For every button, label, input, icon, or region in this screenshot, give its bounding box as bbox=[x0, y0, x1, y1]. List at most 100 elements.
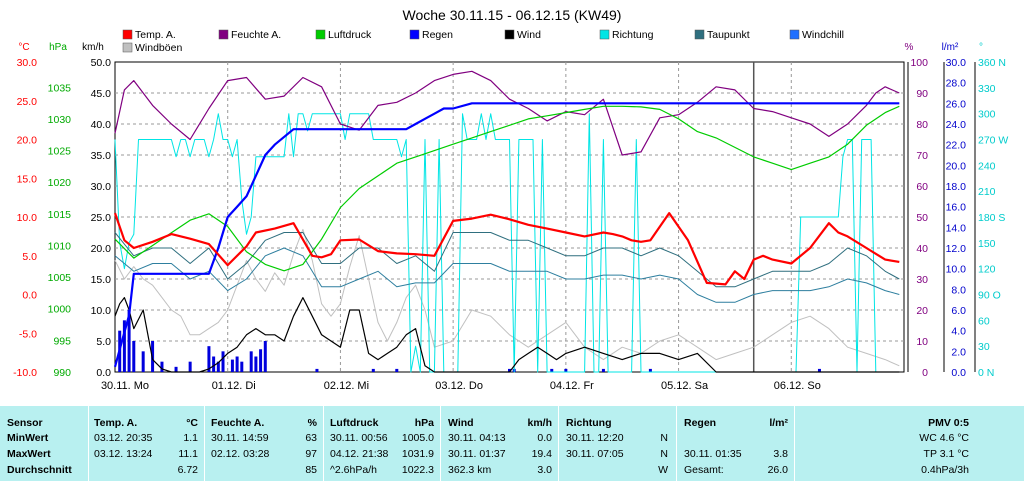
tick-temp-5: 5.0 bbox=[22, 251, 37, 263]
x-label-4: 04.12. Fr bbox=[550, 380, 594, 392]
sensor-row-min: MinWert bbox=[7, 432, 49, 444]
tick-direction-12: 0 N bbox=[978, 367, 994, 379]
legend-swatch-1 bbox=[218, 29, 229, 40]
rain-bar-15 bbox=[240, 361, 244, 372]
stats-col-feuchte: Feuchte A. % 30.11. 14:59 63 02.12. 03:2… bbox=[205, 406, 323, 481]
tick-humidity-2: 80 bbox=[916, 119, 928, 131]
axis-unit-pressure: hPa bbox=[49, 42, 67, 53]
x-label-5: 05.12. Sa bbox=[661, 380, 709, 392]
stats-col-luftdruck: Luftdruck hPa 30.11. 00:56 1005.0 04.12.… bbox=[324, 406, 440, 481]
legend-label-2: Luftdruck bbox=[328, 29, 372, 41]
wind-min-time: 30.11. 04:13 bbox=[448, 432, 506, 444]
sensor-row-avg: Durchschnitt bbox=[7, 464, 72, 476]
richtung-min-value: N bbox=[660, 432, 668, 444]
wind-avg-value: 3.0 bbox=[537, 464, 552, 476]
rain-bar-20 bbox=[315, 368, 319, 372]
temp-unit: °C bbox=[186, 417, 198, 429]
tick-rain-3: 24.0 bbox=[946, 119, 967, 131]
rain-bar-8 bbox=[188, 361, 192, 372]
stats-col-temp: Temp. A. °C 03.12. 20:35 1.1 03.12. 13:2… bbox=[89, 406, 204, 481]
luftdruck-max-value: 1031.9 bbox=[401, 448, 434, 460]
rain-bar-21 bbox=[371, 368, 375, 372]
tick-humidity-0: 100 bbox=[910, 57, 928, 69]
regen-total-value: 26.0 bbox=[767, 464, 788, 476]
x-label-2: 02.12. Mi bbox=[324, 380, 369, 392]
feuchte-min-value: 63 bbox=[305, 432, 317, 444]
legend-swatch-4 bbox=[504, 29, 515, 40]
series-luftdruck bbox=[114, 105, 900, 272]
axis-unit-temp: °C bbox=[18, 42, 29, 53]
series-windchill bbox=[114, 247, 900, 303]
tick-rain-5: 20.0 bbox=[946, 160, 967, 172]
pmv-windchill: WC 4.6 °C bbox=[919, 432, 969, 444]
temp-max-value: 11.1 bbox=[178, 448, 198, 460]
legend-swatch-0 bbox=[122, 29, 133, 40]
series-taupunkt bbox=[114, 232, 900, 288]
rain-bar-23 bbox=[508, 368, 511, 372]
tick-wind-0: 50.0 bbox=[91, 57, 112, 69]
tick-humidity-5: 50 bbox=[916, 212, 928, 224]
tick-humidity-1: 90 bbox=[916, 88, 928, 100]
rain-bar-1 bbox=[122, 320, 126, 372]
regen-unit: l/m² bbox=[769, 417, 788, 429]
tick-rain-9: 12.0 bbox=[946, 243, 967, 255]
stats-col-regen: Regen l/m² 30.11. 01:35 3.8 Gesamt: 26.0 bbox=[677, 406, 794, 481]
luftdruck-trend: ^2.6hPa/h bbox=[330, 464, 377, 476]
luftdruck-avg-value: 1022.3 bbox=[401, 464, 434, 476]
rain-bar-28 bbox=[648, 368, 652, 372]
tick-humidity-8: 20 bbox=[916, 305, 928, 317]
tick-direction-9: 90 O bbox=[978, 290, 1001, 302]
wind-distance: 362.3 km bbox=[448, 464, 492, 476]
tick-wind-2: 40.0 bbox=[91, 119, 112, 131]
rain-bar-6 bbox=[160, 361, 164, 372]
luftdruck-min-value: 1005.0 bbox=[401, 432, 434, 444]
temp-avg-value: 6.72 bbox=[177, 464, 198, 476]
feuchte-max-time: 02.12. 03:28 bbox=[211, 448, 270, 460]
legend-label-5: Richtung bbox=[612, 29, 654, 41]
rain-bar-9 bbox=[207, 346, 211, 372]
tick-rain-0: 30.0 bbox=[946, 57, 967, 69]
tick-humidity-4: 60 bbox=[916, 181, 928, 193]
x-label-1: 01.12. Di bbox=[212, 380, 256, 392]
stats-panel: Sensor MinWert MaxWert Durchschnitt Temp… bbox=[0, 406, 1024, 481]
tick-wind-9: 5.0 bbox=[96, 336, 111, 348]
temp-min-value: 1.1 bbox=[183, 432, 198, 444]
tick-wind-8: 10.0 bbox=[91, 305, 112, 317]
regen-max-value: 3.8 bbox=[773, 448, 788, 460]
luftdruck-unit: hPa bbox=[414, 417, 434, 429]
stats-col-sensor: Sensor MinWert MaxWert Durchschnitt bbox=[0, 406, 88, 481]
x-label-3: 03.12. Do bbox=[435, 380, 483, 392]
tick-rain-14: 2.0 bbox=[951, 346, 966, 358]
rain-bar-12 bbox=[221, 351, 225, 372]
tick-rain-15: 0.0 bbox=[951, 367, 966, 379]
wind-header: Wind bbox=[448, 417, 474, 429]
stats-col-pmv: PMV 0:5 WC 4.6 °C TP 3.1 °C 0.4hPa/3h bbox=[795, 406, 1024, 481]
rain-bar-27 bbox=[601, 368, 605, 372]
tick-pressure-0: 1035 bbox=[48, 82, 72, 94]
legend-label-0: Temp. A. bbox=[135, 29, 176, 41]
richtung-max-time: 30.11. 07:05 bbox=[566, 448, 624, 460]
tick-direction-0: 360 N bbox=[978, 57, 1006, 69]
tick-wind-6: 20.0 bbox=[91, 243, 112, 255]
legend-label-8: Windböen bbox=[135, 42, 182, 54]
tick-temp-0: 30.0 bbox=[17, 57, 38, 69]
rain-bar-3 bbox=[132, 341, 136, 372]
feuchte-unit: % bbox=[307, 417, 317, 429]
plot-area bbox=[114, 61, 905, 373]
luftdruck-max-time: 04.12. 21:38 bbox=[330, 448, 389, 460]
rain-bar-17 bbox=[254, 356, 258, 372]
tick-wind-10: 0.0 bbox=[96, 367, 111, 379]
pmv-trend: 0.4hPa/3h bbox=[921, 464, 969, 476]
rain-bar-25 bbox=[550, 368, 554, 372]
tick-humidity-9: 10 bbox=[916, 336, 928, 348]
rain-bar-10 bbox=[212, 356, 216, 372]
chart-legend: Temp. A. Feuchte A. Luftdruck Regen Wind Rich… bbox=[122, 29, 844, 54]
tick-direction-8: 120 bbox=[978, 264, 996, 276]
axis-ticks: 30.0 25.0 20.0 15.0 10.0 5.0 0.0 -5.0 -10.0 1035 1… bbox=[13, 57, 1008, 379]
rain-bar-13 bbox=[230, 359, 234, 372]
wind-min-value: 0.0 bbox=[537, 432, 552, 444]
legend-label-3: Regen bbox=[422, 29, 453, 41]
tick-direction-2: 300 bbox=[978, 109, 996, 121]
pmv-header: PMV 0:5 bbox=[928, 417, 969, 429]
axis-unit-rain: l/m² bbox=[942, 42, 959, 53]
